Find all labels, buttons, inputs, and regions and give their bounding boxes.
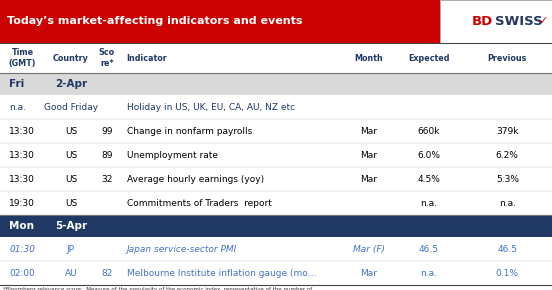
Text: Month: Month xyxy=(354,54,384,63)
Text: n.a.: n.a. xyxy=(9,103,26,112)
Text: Fri: Fri xyxy=(9,79,25,89)
Bar xyxy=(0,191,552,215)
Bar xyxy=(0,0,440,43)
Text: Mar: Mar xyxy=(360,127,378,136)
Text: 89: 89 xyxy=(101,151,113,160)
Text: 5.3%: 5.3% xyxy=(496,175,519,184)
Text: 01:30: 01:30 xyxy=(9,245,35,254)
Text: 46.5: 46.5 xyxy=(418,245,439,254)
Bar xyxy=(0,215,552,237)
Text: Indicator: Indicator xyxy=(126,54,167,63)
Text: 6.0%: 6.0% xyxy=(417,151,440,160)
Text: US: US xyxy=(65,151,77,160)
Text: 6.2%: 6.2% xyxy=(496,151,519,160)
Text: 13:30: 13:30 xyxy=(9,151,35,160)
Bar xyxy=(0,119,552,143)
Text: Mar: Mar xyxy=(360,151,378,160)
Text: 82: 82 xyxy=(101,269,113,278)
Bar xyxy=(0,95,552,119)
Text: n.a.: n.a. xyxy=(420,269,437,278)
Text: BD: BD xyxy=(473,15,493,28)
Text: Today’s market-affecting indicators and events: Today’s market-affecting indicators and … xyxy=(7,17,302,26)
Text: 32: 32 xyxy=(101,175,113,184)
Text: 46.5: 46.5 xyxy=(497,245,517,254)
Bar xyxy=(0,261,552,285)
Text: Good Friday: Good Friday xyxy=(44,103,98,112)
Bar xyxy=(0,43,552,73)
Text: 2-Apr: 2-Apr xyxy=(55,79,87,89)
Text: Mar (F): Mar (F) xyxy=(353,245,385,254)
Text: 13:30: 13:30 xyxy=(9,127,35,136)
Text: Holiday in US, UK, EU, CA, AU, NZ etc: Holiday in US, UK, EU, CA, AU, NZ etc xyxy=(127,103,295,112)
Text: Melbourne Institute inflation gauge (mo…: Melbourne Institute inflation gauge (mo… xyxy=(127,269,317,278)
Text: Sco
re*: Sco re* xyxy=(99,48,115,68)
Text: 99: 99 xyxy=(101,127,113,136)
Text: Mar: Mar xyxy=(360,175,378,184)
Text: Change in nonfarm payrolls: Change in nonfarm payrolls xyxy=(127,127,252,136)
Text: 19:30: 19:30 xyxy=(9,199,35,208)
Text: Commitments of Traders  report: Commitments of Traders report xyxy=(127,199,272,208)
Bar xyxy=(440,0,552,43)
Text: *Bloomberg relevance score:  Measure of the popularity of the economic index, re: *Bloomberg relevance score: Measure of t… xyxy=(3,287,312,290)
Text: 0.1%: 0.1% xyxy=(496,269,519,278)
Text: Japan service-sector PMI: Japan service-sector PMI xyxy=(127,245,237,254)
Text: n.a.: n.a. xyxy=(420,199,437,208)
Text: Country: Country xyxy=(53,54,89,63)
Text: JP: JP xyxy=(67,245,75,254)
Bar xyxy=(0,143,552,167)
Text: 4.5%: 4.5% xyxy=(417,175,440,184)
Text: 02:00: 02:00 xyxy=(9,269,35,278)
Text: n.a.: n.a. xyxy=(499,199,516,208)
Text: 379k: 379k xyxy=(496,127,518,136)
Text: US: US xyxy=(65,175,77,184)
Text: 5-Apr: 5-Apr xyxy=(55,221,87,231)
Text: US: US xyxy=(65,199,77,208)
Text: SWISS: SWISS xyxy=(495,15,543,28)
Text: Mar: Mar xyxy=(360,269,378,278)
Bar xyxy=(0,167,552,191)
Text: Mon: Mon xyxy=(9,221,34,231)
Bar xyxy=(0,237,552,261)
Text: 660k: 660k xyxy=(417,127,440,136)
Text: ✓: ✓ xyxy=(538,17,548,26)
Text: Time
(GMT): Time (GMT) xyxy=(9,48,36,68)
Text: Expected: Expected xyxy=(408,54,449,63)
Text: Unemployment rate: Unemployment rate xyxy=(127,151,218,160)
Text: US: US xyxy=(65,127,77,136)
Bar xyxy=(440,0,552,43)
Text: 13:30: 13:30 xyxy=(9,175,35,184)
Bar xyxy=(0,73,552,95)
Text: Previous: Previous xyxy=(487,54,527,63)
Text: Average hourly earnings (yoy): Average hourly earnings (yoy) xyxy=(127,175,264,184)
Text: AU: AU xyxy=(65,269,77,278)
